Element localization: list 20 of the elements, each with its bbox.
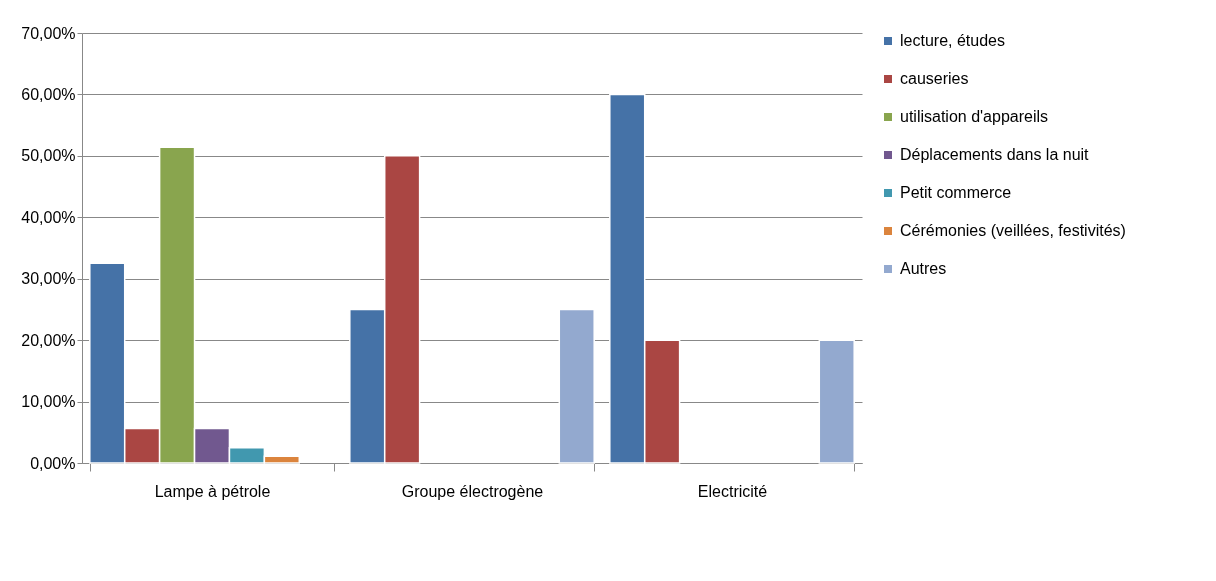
y-tick-label: 60,00% xyxy=(21,85,76,103)
legend-label: utilisation d'appareils xyxy=(900,108,1049,125)
y-tick-label: 0,00% xyxy=(30,454,76,472)
y-tick-label: 50,00% xyxy=(21,147,76,165)
y-tick-label: 40,00% xyxy=(21,208,76,226)
y-tick-label: 20,00% xyxy=(21,331,76,349)
x-tick-label: Groupe électrogène xyxy=(401,482,544,500)
legend-label: lecture, études xyxy=(900,32,1005,49)
legend-label: causeries xyxy=(900,70,969,87)
x-tick-label: Lampe à pétrole xyxy=(154,482,271,500)
x-tick-label: Electricité xyxy=(697,482,768,500)
legend-label: Cérémonies (veillées, festivités) xyxy=(900,222,1126,239)
bar xyxy=(818,339,855,464)
y-tick-label: 10,00% xyxy=(21,393,76,411)
y-tick-label: 70,00% xyxy=(21,24,76,42)
legend-label: Déplacements dans la nuit xyxy=(900,146,1090,163)
bar xyxy=(558,308,595,464)
legend-label: Autres xyxy=(900,260,947,277)
legend-label: Petit commerce xyxy=(900,184,1012,201)
y-tick-label: 30,00% xyxy=(21,270,76,288)
